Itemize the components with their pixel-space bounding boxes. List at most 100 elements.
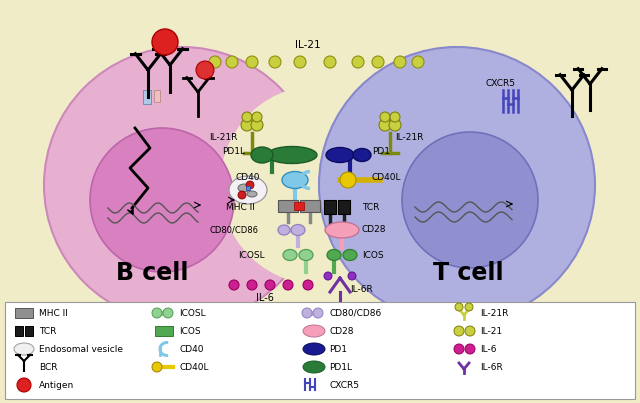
Circle shape	[465, 344, 475, 354]
Text: IL-21R: IL-21R	[210, 133, 238, 141]
Ellipse shape	[229, 176, 267, 204]
Ellipse shape	[267, 147, 317, 164]
Text: B cell: B cell	[116, 261, 188, 285]
Circle shape	[455, 303, 463, 311]
Text: PD1L: PD1L	[329, 363, 352, 372]
Bar	[246, 186, 250, 190]
Bar	[25, 326, 33, 336]
Bar	[143, 90, 151, 104]
Bar	[15, 326, 23, 336]
Circle shape	[319, 47, 595, 323]
Text: ICOSL: ICOSL	[238, 251, 265, 260]
Text: IL-6: IL-6	[256, 293, 274, 303]
Circle shape	[226, 56, 238, 68]
Text: BCR: BCR	[39, 363, 58, 372]
Circle shape	[252, 112, 262, 122]
Text: PD1L: PD1L	[222, 147, 245, 156]
Bar	[155, 326, 173, 336]
Text: ICOSL: ICOSL	[179, 309, 205, 318]
Circle shape	[380, 112, 390, 122]
Ellipse shape	[343, 249, 357, 260]
Circle shape	[394, 56, 406, 68]
Ellipse shape	[299, 249, 313, 260]
Text: CD80/CD86: CD80/CD86	[209, 226, 258, 235]
Ellipse shape	[303, 361, 325, 373]
Text: CD40L: CD40L	[179, 363, 209, 372]
Bar	[300, 200, 320, 212]
Text: IL-6R: IL-6R	[350, 285, 372, 295]
FancyBboxPatch shape	[5, 302, 635, 399]
Text: CD28: CD28	[362, 226, 387, 235]
Text: CD40: CD40	[179, 345, 204, 353]
Circle shape	[302, 308, 312, 318]
Circle shape	[17, 378, 31, 392]
Text: IL-21R: IL-21R	[395, 133, 424, 141]
Circle shape	[152, 308, 162, 318]
Circle shape	[152, 29, 178, 55]
Ellipse shape	[247, 191, 257, 197]
Circle shape	[294, 56, 306, 68]
Text: CD40L: CD40L	[372, 174, 401, 183]
Circle shape	[372, 56, 384, 68]
Circle shape	[454, 344, 464, 354]
Circle shape	[196, 61, 214, 79]
Circle shape	[251, 119, 263, 131]
Bar	[338, 200, 350, 214]
Circle shape	[352, 56, 364, 68]
Ellipse shape	[303, 325, 325, 337]
Text: IL-6: IL-6	[480, 345, 497, 353]
Ellipse shape	[14, 343, 34, 355]
Ellipse shape	[325, 222, 359, 238]
Text: Endosomal vesicle: Endosomal vesicle	[39, 345, 123, 353]
Ellipse shape	[353, 148, 371, 162]
Text: T cell: T cell	[433, 261, 503, 285]
Ellipse shape	[251, 147, 273, 163]
Text: ICOS: ICOS	[362, 251, 383, 260]
Ellipse shape	[326, 147, 354, 162]
Ellipse shape	[282, 172, 308, 189]
Text: CD40: CD40	[236, 174, 260, 183]
Text: CD80/CD86: CD80/CD86	[329, 309, 381, 318]
Circle shape	[348, 272, 356, 280]
Text: TCR: TCR	[362, 204, 380, 212]
Circle shape	[90, 128, 234, 272]
Circle shape	[283, 280, 293, 290]
Text: PD1: PD1	[329, 345, 347, 353]
Circle shape	[324, 272, 332, 280]
Text: IL-6R: IL-6R	[480, 363, 503, 372]
Circle shape	[379, 119, 391, 131]
Text: MHC II: MHC II	[39, 309, 68, 318]
Circle shape	[313, 308, 323, 318]
Ellipse shape	[278, 225, 290, 235]
Circle shape	[465, 303, 473, 311]
Bar	[15, 308, 33, 318]
Circle shape	[340, 172, 356, 188]
Circle shape	[454, 326, 464, 336]
Circle shape	[209, 56, 221, 68]
Text: CD28: CD28	[329, 326, 353, 336]
Bar	[324, 200, 336, 214]
Circle shape	[246, 181, 254, 189]
Ellipse shape	[291, 224, 305, 235]
Circle shape	[412, 56, 424, 68]
Text: MHC II: MHC II	[226, 204, 255, 212]
Ellipse shape	[238, 184, 250, 192]
Ellipse shape	[303, 343, 325, 355]
Circle shape	[265, 280, 275, 290]
Text: IL-21: IL-21	[480, 326, 502, 336]
Circle shape	[389, 119, 401, 131]
Text: PD1: PD1	[372, 147, 390, 156]
Circle shape	[152, 362, 162, 372]
Circle shape	[246, 56, 258, 68]
Text: TCR: TCR	[39, 326, 56, 336]
Circle shape	[247, 280, 257, 290]
Text: IL-21R: IL-21R	[480, 309, 508, 318]
Circle shape	[242, 112, 252, 122]
Circle shape	[324, 56, 336, 68]
Bar	[278, 200, 298, 212]
Circle shape	[44, 47, 320, 323]
Circle shape	[163, 308, 173, 318]
Text: CXCR5: CXCR5	[485, 79, 515, 89]
Ellipse shape	[327, 249, 341, 260]
Circle shape	[465, 326, 475, 336]
